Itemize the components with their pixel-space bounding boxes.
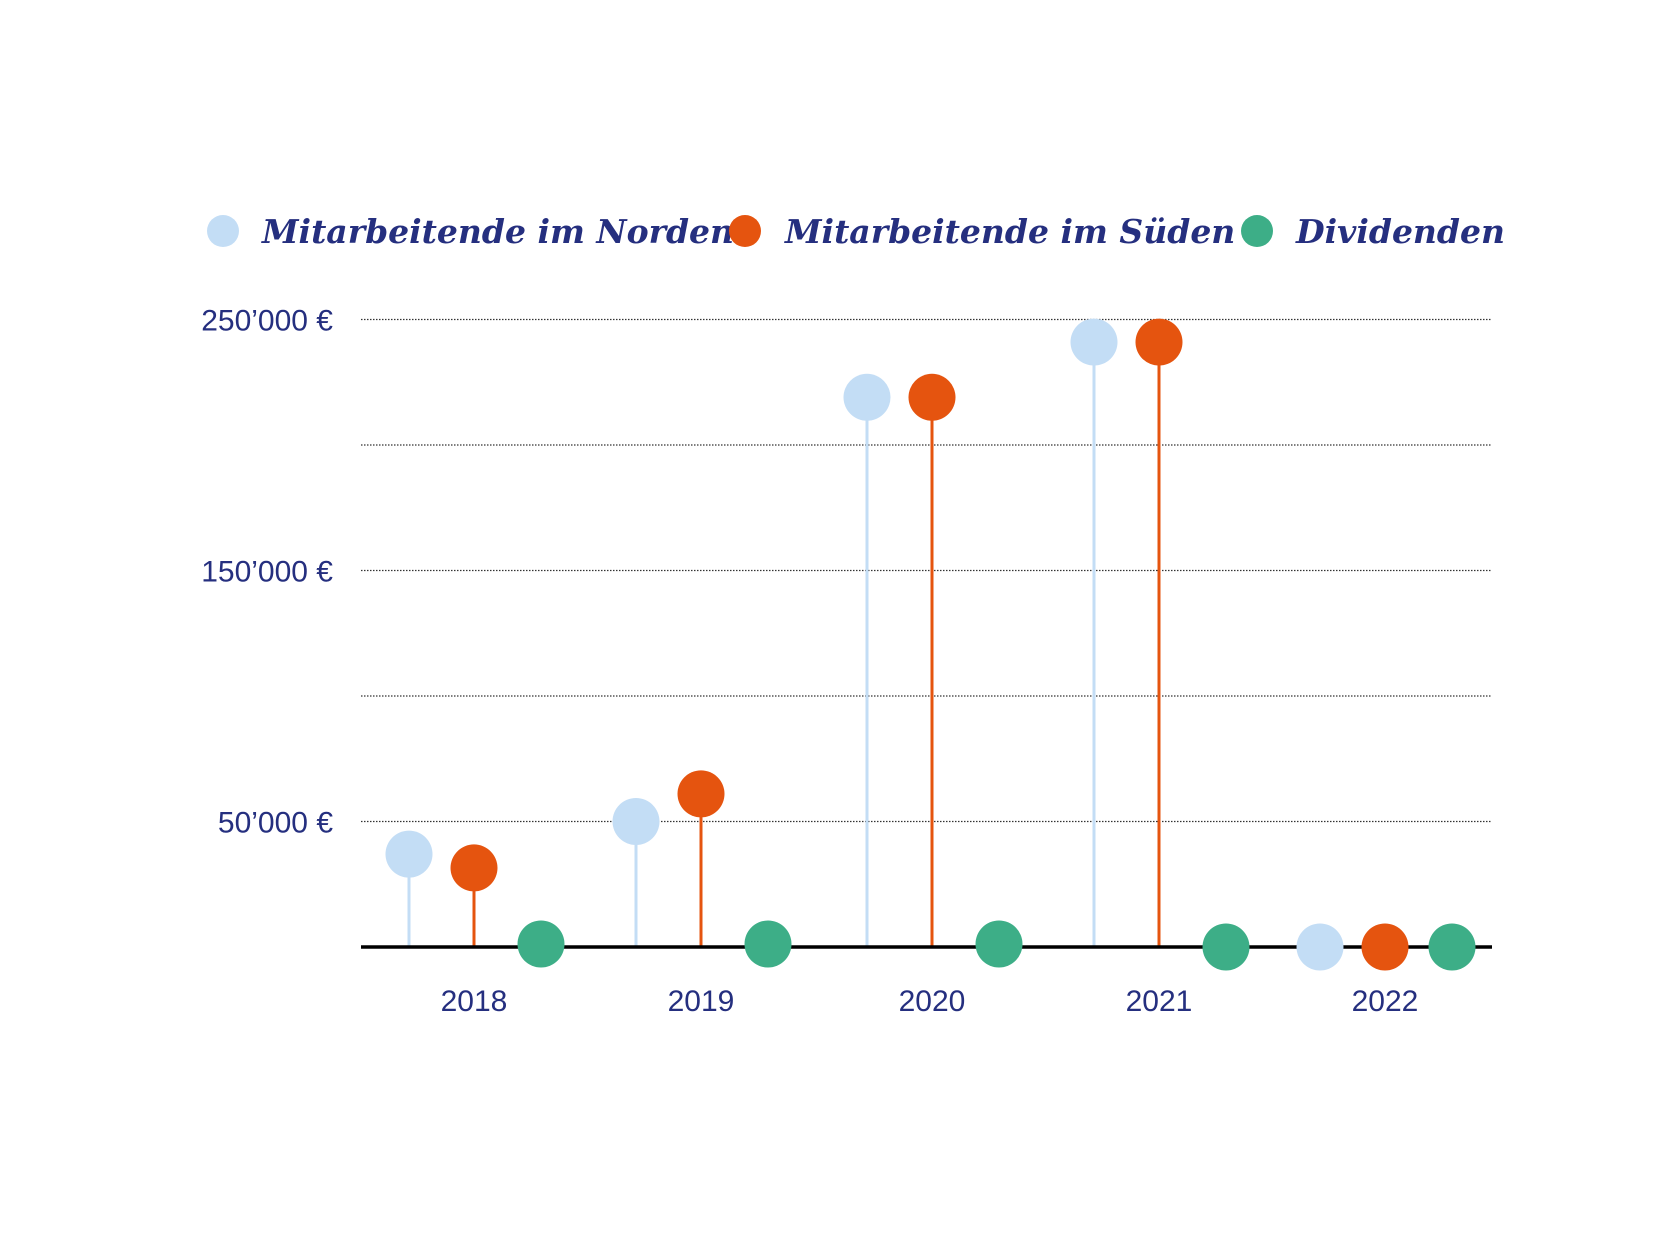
legend-item: Dividenden xyxy=(1241,212,1505,251)
legend-label: Dividenden xyxy=(1295,212,1505,251)
data-point-mitarbeitende-im-norden xyxy=(385,830,433,878)
y-tick-label: 150’000 € xyxy=(201,556,333,589)
legend-marker xyxy=(1241,215,1273,247)
x-tick-label: 2020 xyxy=(899,985,966,1018)
x-tick-label: 2021 xyxy=(1126,985,1193,1018)
y-tick-label: 50’000 € xyxy=(218,807,333,840)
data-point-dividenden xyxy=(1428,923,1476,971)
data-point-mitarbeitende-im-s-den xyxy=(677,770,725,818)
legend-item: Mitarbeitende im Süden xyxy=(729,212,1235,251)
data-point-mitarbeitende-im-norden xyxy=(1296,923,1344,971)
data-point-dividenden xyxy=(517,920,565,968)
data-point-mitarbeitende-im-norden xyxy=(1070,318,1118,366)
data-point-mitarbeitende-im-s-den xyxy=(908,373,956,421)
data-point-mitarbeitende-im-norden xyxy=(843,373,891,421)
data-point-mitarbeitende-im-s-den xyxy=(1361,923,1409,971)
legend-label: Mitarbeitende im Norden xyxy=(261,212,734,251)
legend-label: Mitarbeitende im Süden xyxy=(784,212,1235,251)
data-point-mitarbeitende-im-s-den xyxy=(450,844,498,892)
data-point-dividenden xyxy=(1202,923,1250,971)
legend-marker xyxy=(729,215,761,247)
x-tick-label: 2018 xyxy=(441,985,508,1018)
x-tick-label: 2022 xyxy=(1352,985,1419,1018)
x-tick-label: 2019 xyxy=(668,985,735,1018)
data-point-mitarbeitende-im-s-den xyxy=(1135,318,1183,366)
y-tick-label: 250’000 € xyxy=(201,305,333,338)
data-point-dividenden xyxy=(744,920,792,968)
legend-item: Mitarbeitende im Norden xyxy=(207,212,734,251)
data-point-dividenden xyxy=(975,920,1023,968)
legend-marker xyxy=(207,215,239,247)
data-point-mitarbeitende-im-norden xyxy=(612,798,660,845)
